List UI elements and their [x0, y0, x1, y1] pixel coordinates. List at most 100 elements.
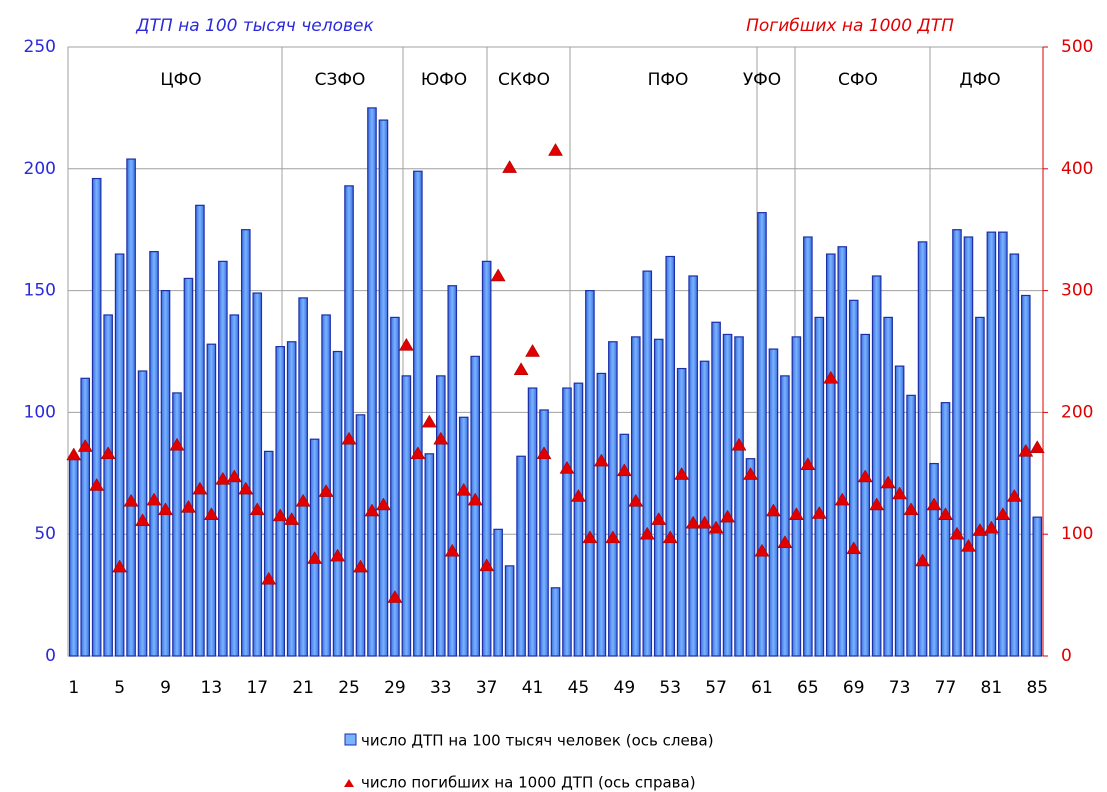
x-tick-label: 33 [430, 678, 452, 698]
triangle-marker [1006, 488, 1022, 502]
x-tick-label: 37 [476, 678, 498, 698]
triangle-marker [743, 467, 758, 480]
bar [413, 170, 423, 657]
bar [367, 107, 377, 657]
y2-tick-label: 200 [1061, 402, 1093, 422]
y-tick-label: 50 [34, 524, 56, 544]
bar [791, 336, 802, 657]
y2-tick-label: 500 [1061, 37, 1093, 57]
triangle-marker [766, 503, 781, 517]
triangle-marker [536, 446, 552, 460]
bar [929, 462, 939, 657]
bar [378, 119, 389, 657]
bar [906, 394, 916, 657]
triangle-marker [146, 492, 162, 506]
bar [126, 158, 136, 657]
bar [825, 253, 836, 657]
triangle-marker [490, 268, 506, 282]
legend-swatch [344, 779, 354, 787]
triangle-marker [834, 492, 850, 506]
bar [458, 416, 469, 657]
triangle-marker [238, 481, 254, 495]
triangle-marker [226, 469, 242, 483]
bar [653, 338, 664, 657]
bar [516, 455, 526, 657]
triangle-marker [203, 507, 219, 520]
triangle-marker [777, 535, 793, 548]
bar [596, 372, 607, 657]
y-tick-label: 0 [45, 646, 56, 666]
bar [848, 299, 859, 657]
triangle-marker [456, 482, 472, 496]
bar [871, 275, 882, 657]
x-tick-label: 21 [292, 678, 314, 698]
triangle-marker [880, 475, 896, 489]
region-label: СКФО [498, 70, 550, 90]
x-tick-label: 61 [751, 678, 773, 698]
triangle-marker [398, 337, 414, 351]
bar [642, 270, 653, 657]
bar [1032, 516, 1043, 657]
triangle-marker [410, 446, 426, 460]
triangle-marker [307, 551, 323, 564]
triangle-marker [284, 512, 300, 525]
bar [344, 185, 354, 657]
triangle-marker [788, 507, 804, 520]
triangle-marker [353, 559, 368, 573]
triangle-marker [915, 553, 930, 567]
triangle-marker [433, 431, 449, 445]
triangle-marker [318, 484, 334, 497]
triangle-marker [376, 497, 391, 511]
triangle-marker [525, 344, 540, 357]
bar [608, 341, 618, 657]
triangle-marker [192, 481, 208, 495]
bar [91, 177, 102, 657]
triangle-marker [444, 543, 460, 557]
x-tick-label: 9 [160, 678, 171, 698]
triangle-marker [903, 502, 919, 516]
bar [619, 433, 630, 657]
triangle-marker [605, 530, 621, 544]
triangle-marker [89, 477, 105, 491]
x-tick-label: 85 [1026, 678, 1048, 698]
y-tick-label: 200 [24, 159, 56, 179]
bar [562, 387, 572, 657]
bar [573, 382, 584, 657]
y2-tick-label: 400 [1061, 159, 1093, 179]
bar [917, 241, 928, 657]
bar [252, 292, 263, 657]
bar [229, 314, 240, 657]
triangle-marker [857, 469, 873, 483]
bar [986, 231, 997, 657]
triangle-marker [811, 505, 827, 519]
x-tick-label: 77 [935, 678, 957, 698]
bar [286, 341, 297, 657]
bar [837, 246, 848, 657]
triangle-marker [123, 493, 139, 507]
triangle-marker [800, 457, 816, 471]
triangle-marker [639, 526, 655, 540]
bar [493, 528, 503, 657]
bar [114, 253, 125, 657]
triangle-marker [502, 160, 518, 173]
y-axis-title: ДТП на 100 тысяч человек [135, 16, 374, 36]
triangle-marker [249, 502, 265, 516]
x-tick-label: 29 [384, 678, 406, 698]
bar [332, 350, 343, 657]
triangle-marker [215, 471, 231, 485]
bar [68, 455, 79, 657]
x-tick-label: 1 [68, 678, 79, 698]
triangle-marker [1018, 443, 1034, 457]
bar [952, 229, 962, 657]
triangle-marker [330, 548, 345, 562]
bar [504, 565, 515, 657]
bar [975, 316, 985, 657]
bar [803, 236, 813, 657]
legend-label: число ДТП на 100 тысяч человек (ось слев… [361, 732, 714, 750]
x-tick-label: 5 [114, 678, 125, 698]
bar [757, 212, 767, 657]
triangle-marker [754, 543, 770, 557]
region-label: УФО [743, 70, 781, 90]
bar [390, 316, 400, 657]
